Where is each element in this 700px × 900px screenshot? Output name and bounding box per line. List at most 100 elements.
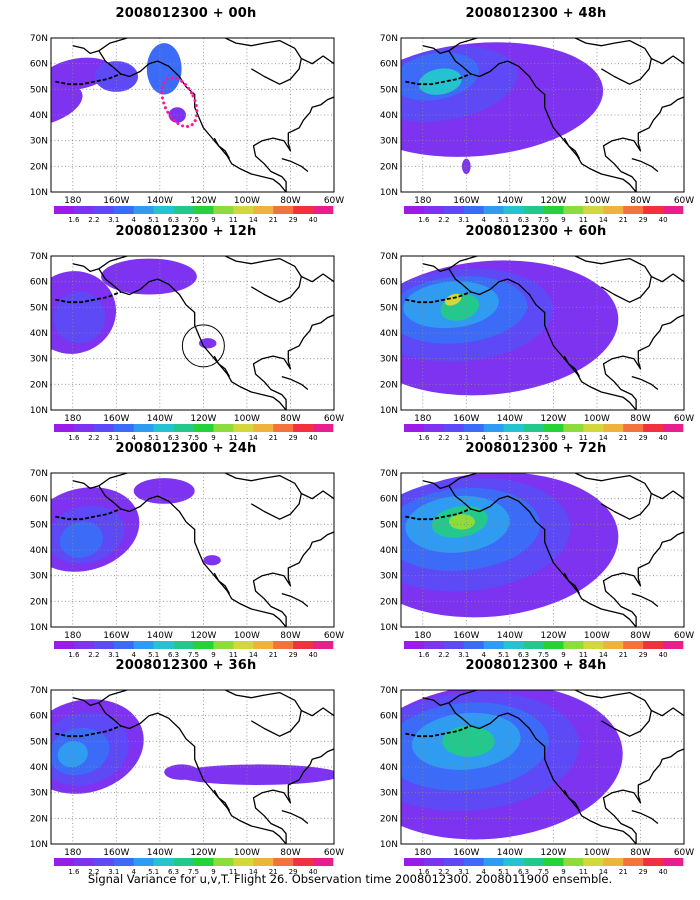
coastline bbox=[213, 355, 231, 377]
coastline bbox=[281, 809, 309, 825]
x-tick-label: 160W bbox=[453, 414, 479, 424]
colorbar-label: 40 bbox=[659, 434, 668, 442]
colorbar-label: 40 bbox=[309, 651, 318, 659]
y-tick-label: 20N bbox=[30, 814, 48, 824]
aleutian-islands bbox=[55, 73, 122, 86]
x-tick-label: 160W bbox=[103, 414, 129, 424]
colorbar-swatch bbox=[153, 206, 174, 214]
y-tick-label: 60N bbox=[30, 495, 48, 505]
variance-region bbox=[53, 291, 106, 344]
coastline bbox=[563, 137, 581, 159]
colorbar-swatch bbox=[54, 641, 75, 649]
colorbar-swatch bbox=[153, 641, 174, 649]
colorbar-swatch bbox=[483, 858, 504, 866]
x-tick-label: 140W bbox=[497, 848, 523, 858]
colorbar-swatch bbox=[523, 641, 544, 649]
colorbar-label: 3.1 bbox=[108, 868, 119, 876]
map-chart: 10N 20N 30N 40N 50N 60N 70N 180 160W 140W 120W 100W… bbox=[380, 34, 694, 224]
colorbar-label: 4 bbox=[481, 868, 486, 876]
colorbar-label: 2.2 bbox=[438, 434, 449, 442]
map-panel: 2008012300 + 60h 10N 20N 30N 40N 50N 60N 70N 180… bbox=[366, 224, 700, 442]
x-tick-label: 60W bbox=[674, 414, 694, 424]
colorbar-swatch bbox=[313, 206, 334, 214]
y-tick-label: 20N bbox=[380, 597, 398, 607]
y-tick-label: 70N bbox=[380, 252, 398, 262]
colorbar-label: 9 bbox=[561, 434, 565, 442]
colorbar-label: 4 bbox=[131, 651, 136, 659]
x-tick-label: 100W bbox=[584, 631, 610, 641]
y-tick-label: 70N bbox=[380, 34, 398, 44]
colorbar-label: 1.6 bbox=[68, 216, 80, 224]
coastline bbox=[72, 38, 128, 55]
colorbar-swatch bbox=[623, 424, 644, 432]
colorbar-label: 9 bbox=[561, 868, 565, 876]
map-chart: 10N 20N 30N 40N 50N 60N 70N 180 160W 140W 120W 100W… bbox=[30, 686, 344, 876]
y-tick-label: 40N bbox=[30, 546, 48, 556]
coastline bbox=[213, 572, 231, 594]
variance-region bbox=[133, 478, 195, 504]
colorbar-swatch bbox=[193, 858, 214, 866]
colorbar-label: 21 bbox=[619, 651, 628, 659]
x-tick-label: 60W bbox=[324, 631, 344, 641]
colorbar-label: 6.3 bbox=[168, 868, 179, 876]
x-tick-label: 80W bbox=[630, 848, 650, 858]
colorbar-swatch bbox=[603, 206, 624, 214]
colorbar-swatch bbox=[563, 206, 584, 214]
colorbar-label: 6.3 bbox=[518, 216, 529, 224]
x-tick-label: 160W bbox=[103, 631, 129, 641]
y-tick-label: 40N bbox=[30, 763, 48, 773]
y-tick-label: 50N bbox=[380, 737, 398, 747]
colorbar-label: 2.2 bbox=[438, 651, 449, 659]
x-tick-label: 140W bbox=[147, 196, 173, 206]
colorbar-swatch bbox=[54, 206, 75, 214]
x-tick-label: 180 bbox=[414, 848, 431, 858]
colorbar-swatch bbox=[623, 858, 644, 866]
colorbar-swatch bbox=[293, 424, 314, 432]
map-chart: 10N 20N 30N 40N 50N 60N 70N 180 160W 140W 120W 100W… bbox=[30, 469, 344, 659]
colorbar-swatch bbox=[133, 206, 154, 214]
map-panel: 2008012300 + 00h 10N 20N 30N 40N 50N 60N 70N 180… bbox=[16, 6, 356, 224]
colorbar-label: 7.5 bbox=[538, 651, 549, 659]
variance-region bbox=[59, 521, 104, 558]
y-tick-label: 20N bbox=[30, 380, 48, 390]
colorbar-label: 5.1 bbox=[498, 868, 509, 876]
colorbar-label: 14 bbox=[249, 868, 258, 876]
colorbar-swatch bbox=[404, 424, 425, 432]
y-tick-label: 60N bbox=[30, 60, 48, 70]
variance-region bbox=[418, 68, 462, 95]
x-tick-label: 100W bbox=[584, 196, 610, 206]
coastline bbox=[213, 789, 231, 811]
colorbar-label: 4 bbox=[481, 216, 486, 224]
colorbar-label: 11 bbox=[229, 434, 238, 442]
y-tick-label: 20N bbox=[380, 162, 398, 172]
colorbar-label: 21 bbox=[269, 868, 278, 876]
x-tick-label: 180 bbox=[64, 196, 81, 206]
colorbar-label: 40 bbox=[659, 651, 668, 659]
colorbar-swatch bbox=[273, 424, 294, 432]
colorbar-label: 3.1 bbox=[458, 434, 469, 442]
coastline bbox=[600, 58, 652, 85]
colorbar-swatch bbox=[503, 858, 524, 866]
y-tick-label: 40N bbox=[380, 546, 398, 556]
colorbar-swatch bbox=[443, 641, 465, 649]
map-chart: 10N 20N 30N 40N 50N 60N 70N 180 160W 140W 120W 100W… bbox=[380, 469, 694, 659]
colorbar-swatch bbox=[133, 424, 154, 432]
coastline bbox=[631, 809, 659, 825]
y-tick-label: 20N bbox=[30, 162, 48, 172]
colorbar-swatch bbox=[663, 858, 684, 866]
x-tick-label: 180 bbox=[414, 196, 431, 206]
colorbar-swatch bbox=[253, 641, 274, 649]
x-tick-label: 100W bbox=[584, 848, 610, 858]
coastline bbox=[448, 485, 637, 627]
x-tick-label: 160W bbox=[103, 196, 129, 206]
colorbar-label: 1.6 bbox=[418, 651, 430, 659]
coastline bbox=[250, 493, 302, 520]
colorbar-label: 5.1 bbox=[498, 651, 509, 659]
x-tick-label: 140W bbox=[147, 414, 173, 424]
y-tick-label: 60N bbox=[380, 278, 398, 288]
colorbar-label: 1.6 bbox=[68, 651, 80, 659]
y-tick-label: 30N bbox=[380, 137, 398, 147]
colorbar-label: 7.5 bbox=[538, 434, 549, 442]
colorbar-swatch bbox=[213, 206, 234, 214]
coastline bbox=[448, 268, 637, 410]
